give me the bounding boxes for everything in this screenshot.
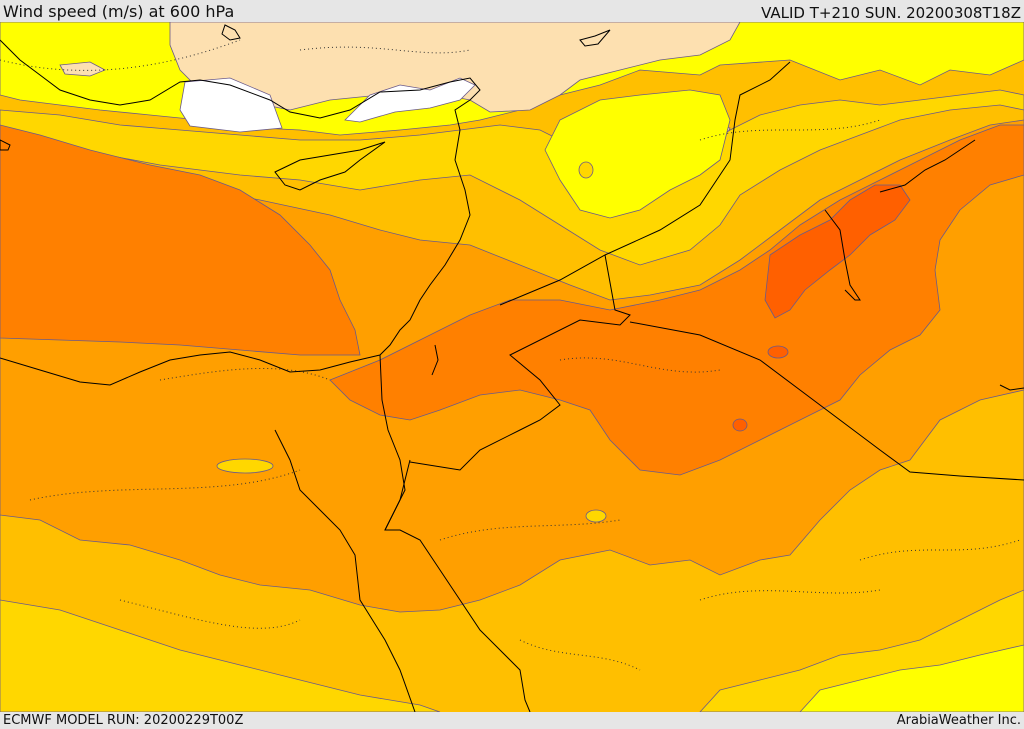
wind-band-strongest — [764, 184, 911, 319]
map-canvas — [0, 22, 1024, 712]
header-bar: Wind speed (m/s) at 600 hPa VALID T+210 … — [0, 0, 1024, 22]
wind-patch-small-1 — [732, 418, 748, 432]
wind-band-deep-orange-west — [0, 124, 361, 356]
wind-patch-sinai — [216, 458, 274, 474]
wind-band-calm-west — [179, 77, 283, 133]
wind-patch-small-3 — [585, 509, 607, 523]
wind-band-light-west — [59, 61, 106, 77]
wind-band-calm-east — [344, 77, 476, 123]
valid-time: VALID T+210 SUN. 20200308T18Z — [761, 4, 1021, 22]
model-run-label: ECMWF MODEL RUN: 20200229T00Z — [3, 713, 244, 728]
wind-band-yellow-southeast — [799, 644, 1024, 712]
credit-label: ArabiaWeather Inc. — [896, 713, 1021, 728]
wind-band-yellow-east — [544, 89, 731, 219]
dotted-contours — [0, 39, 1021, 671]
map-title: Wind speed (m/s) at 600 hPa — [3, 2, 235, 21]
wind-patch-small-2 — [767, 345, 789, 359]
wind-speed-map[interactable] — [0, 22, 1024, 712]
wind-band-gold-southwest — [0, 599, 441, 712]
coastlines-and-borders — [0, 24, 1024, 712]
footer-bar: ECMWF MODEL RUN: 20200229T00Z ArabiaWeat… — [0, 712, 1024, 729]
wind-patch-small-4 — [578, 161, 594, 179]
